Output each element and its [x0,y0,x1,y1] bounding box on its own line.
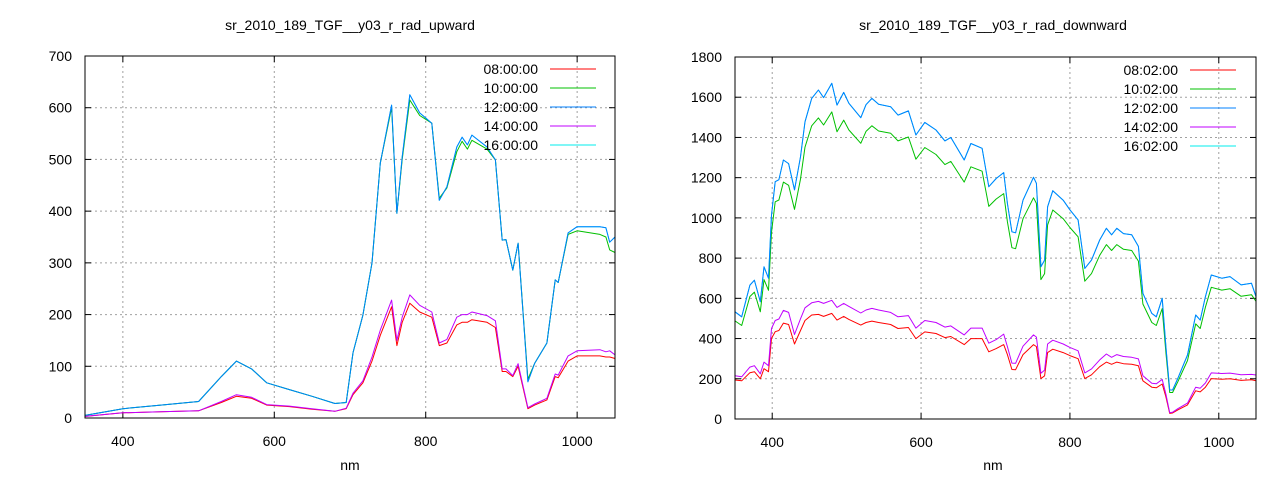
legend-label: 14:00:00 [484,118,539,134]
x-tick-label: 400 [111,433,135,449]
y-tick-label: 1800 [691,49,722,65]
y-tick-label: 0 [714,411,722,427]
x-tick-label: 800 [414,433,438,449]
y-tick-label: 1600 [691,89,722,105]
series-line-12-02-00 [734,82,1257,391]
series-line-08-02-00 [734,312,1257,414]
chart-downward: sr_2010_189_TGF__y03_r_rad_downward nm 0… [691,17,1257,473]
y-tick-label: 500 [49,151,73,167]
y-tick-label: 200 [49,307,73,323]
chart-title: sr_2010_189_TGF__y03_r_rad_downward [859,17,1127,33]
plot-frame [84,55,616,419]
legend-label: 10:02:00 [1124,81,1179,97]
y-tick-label: 1000 [691,210,722,226]
x-tick-label: 600 [263,433,287,449]
legend-label: 08:00:00 [484,61,539,77]
y-tick-label: 200 [699,371,723,387]
x-tick-label: 800 [1058,434,1082,450]
y-tick-label: 400 [49,203,73,219]
y-tick-label: 600 [699,290,723,306]
x-axis-label: nm [983,457,1002,473]
legend-label: 16:02:00 [1124,138,1179,154]
y-tick-label: 100 [49,358,73,374]
x-axis-label: nm [340,457,359,473]
legend-label: 10:00:00 [484,80,539,96]
y-tick-label: 700 [49,48,73,64]
legend-label: 12:00:00 [484,99,539,115]
legend-label: 14:02:00 [1124,119,1179,135]
series-line-14-00-00 [84,294,616,417]
legend-label: 08:02:00 [1124,62,1179,78]
x-tick-label: 600 [909,434,933,450]
y-tick-label: 800 [699,250,723,266]
chart-title: sr_2010_189_TGF__y03_r_rad_upward [225,17,475,33]
legend-label: 16:00:00 [484,137,539,153]
x-tick-label: 1000 [1203,434,1234,450]
y-tick-label: 400 [699,331,723,347]
y-tick-label: 0 [64,410,72,426]
y-tick-label: 600 [49,100,73,116]
series-line-10-02-00 [734,111,1257,393]
series-line-14-02-00 [734,299,1257,414]
y-tick-label: 1400 [691,129,722,145]
x-tick-label: 1000 [562,433,593,449]
chart-upward: sr_2010_189_TGF__y03_r_rad_upward nm 0 10… [49,17,616,473]
x-tick-label: 400 [761,434,785,450]
legend-label: 12:02:00 [1124,100,1179,116]
series-line-12-00-00 [84,94,616,416]
y-tick-label: 300 [49,255,73,271]
y-tick-label: 1200 [691,170,722,186]
plot-frame [734,56,1257,420]
